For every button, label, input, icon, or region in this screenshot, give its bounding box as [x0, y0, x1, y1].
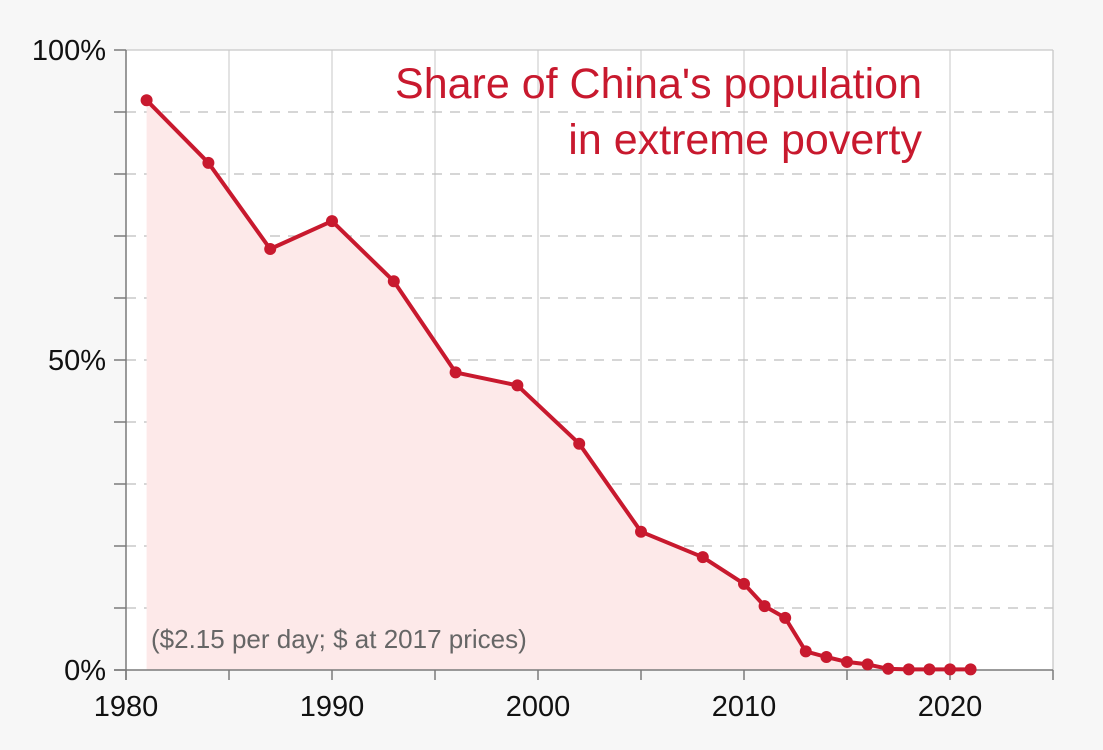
- data-point: [779, 611, 792, 624]
- data-point: [841, 655, 853, 668]
- data-point: [326, 215, 338, 228]
- x-tick-label: 2020: [918, 691, 983, 723]
- data-point: [902, 663, 915, 676]
- chart-note: ($2.15 per day; $ at 2017 prices): [151, 624, 527, 654]
- data-point: [923, 663, 936, 676]
- x-tick-label: 1980: [94, 691, 159, 723]
- data-point: [511, 379, 524, 392]
- data-point: [758, 600, 771, 613]
- data-point: [140, 94, 153, 107]
- data-point: [861, 658, 874, 671]
- data-point: [449, 366, 462, 379]
- data-point: [738, 577, 750, 590]
- data-point: [882, 662, 895, 675]
- chart-title-line-1: Share of China's population: [395, 60, 922, 108]
- x-tick-label: 2010: [712, 691, 777, 723]
- y-tick-label: 0%: [64, 655, 106, 687]
- y-tick-label: 100%: [32, 35, 106, 67]
- data-point: [820, 650, 833, 663]
- data-point: [799, 645, 812, 658]
- data-point: [264, 243, 277, 256]
- data-point: [635, 525, 647, 538]
- series-line: [145, 98, 971, 672]
- data-point: [944, 663, 956, 676]
- data-point: [964, 663, 977, 676]
- data-point: [573, 437, 586, 450]
- x-tick-label: 2000: [506, 691, 571, 723]
- chart-title-line-2: in extreme poverty: [568, 116, 922, 164]
- data-points: [140, 94, 977, 676]
- data-point: [202, 156, 215, 169]
- x-tick-label: 1990: [300, 691, 365, 723]
- data-point: [387, 275, 400, 288]
- data-point: [696, 551, 709, 564]
- y-tick-label: 50%: [48, 345, 106, 377]
- tick-labels: 0% 50% 100% 1980 1990 2000 2010 2020: [32, 35, 982, 723]
